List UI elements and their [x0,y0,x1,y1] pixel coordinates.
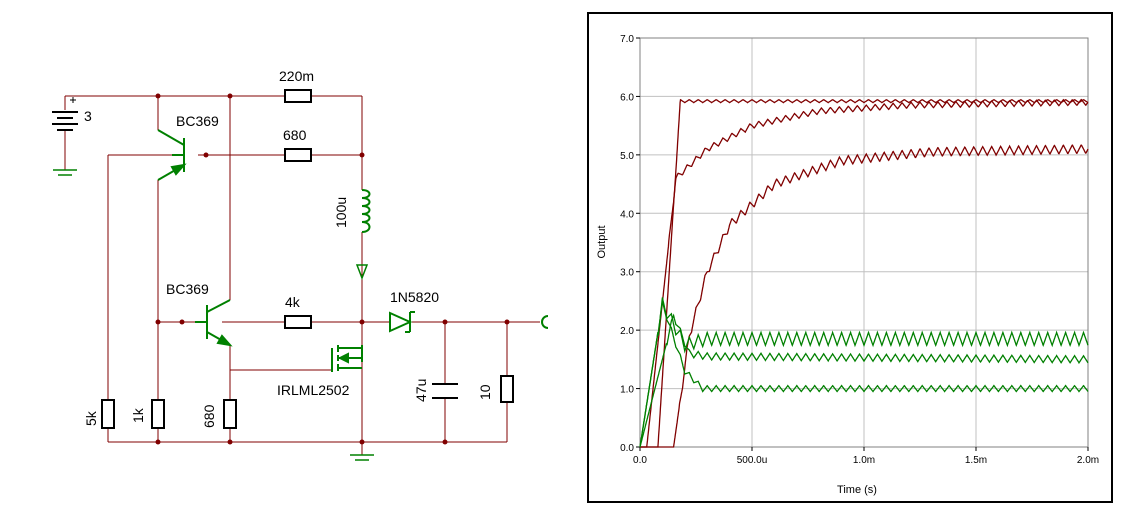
x-axis-label: Time (s) [837,484,877,496]
series-line-green-6 [639,300,1089,448]
y-tick-label: 7.0 [620,34,634,45]
mosfet-label: IRLML2502 [277,382,350,398]
x-tick-label: 1.0m [853,455,875,466]
q2-label: BC369 [166,281,209,297]
resistor-680-top[interactable] [284,148,312,162]
schottky-diode[interactable] [389,311,415,333]
resistor-220m[interactable] [284,89,312,103]
resistor-load-10[interactable] [500,375,514,403]
resistor-5k-label: 5k [83,410,99,426]
transistor-q2[interactable] [195,299,233,347]
transistor-q1[interactable] [157,129,187,181]
resistor-680-bottom-label: 680 [201,404,217,428]
simulation-plot-panel: 0.0 1.0 2.0 3.0 4.0 5.0 6.0 7.0 0.0 500.0u 1.0m 1.… [587,12,1113,503]
y-axis-ticks: 0.0 1.0 2.0 3.0 4.0 5.0 6.0 7.0 [620,34,640,454]
resistor-220m-label: 220m [279,68,314,84]
y-tick-label: 0.0 [620,443,634,454]
capacitor-label: 47u [413,379,429,402]
battery-symbol[interactable] [52,97,78,131]
battery-value: 3 [84,108,92,124]
diode-label: 1N5820 [390,289,439,305]
current-probe-icon [355,264,369,281]
y-tick-label: 3.0 [620,268,634,279]
ground-icon [350,454,374,461]
resistor-1k[interactable] [151,399,165,429]
series-line-red-2 [640,98,1089,448]
ground-icon [53,169,77,176]
capacitor[interactable] [432,383,458,399]
y-axis-label: Output [596,225,608,258]
resistor-680-top-label: 680 [283,127,307,143]
output-terminal-icon [541,315,549,329]
circuit-schematic: 3 BC369 BC369 220m 680 100u 4k 1N5820 [52,68,549,461]
junction-dots [155,93,510,445]
y-tick-label: 6.0 [620,92,634,103]
plot-grid [640,38,1088,447]
wires [64,95,540,455]
resistor-4k[interactable] [284,315,312,329]
resistor-1k-label: 1k [130,407,146,423]
inductor-label: 100u [333,197,349,228]
resistor-10-label: 10 [477,384,493,400]
x-tick-label: 0.0 [633,455,647,466]
mosfet[interactable] [331,345,363,372]
output-vs-time-chart: 0.0 1.0 2.0 3.0 4.0 5.0 6.0 7.0 0.0 500.0u 1.0m 1.… [596,34,1099,496]
x-axis-ticks: 0.0 500.0u 1.0m 1.5m 2.0m [633,447,1099,466]
x-tick-label: 500.0u [737,455,768,466]
x-tick-label: 2.0m [1077,455,1099,466]
inductor[interactable] [361,189,371,233]
series-line-green-4 [639,297,1089,448]
x-tick-label: 1.5m [965,455,987,466]
y-tick-label: 5.0 [620,151,634,162]
resistor-5k[interactable] [101,399,115,429]
q1-label: BC369 [176,113,219,129]
resistor-680-bottom[interactable] [223,399,237,429]
y-tick-label: 4.0 [620,209,634,220]
resistor-4k-label: 4k [285,294,301,310]
y-tick-label: 1.0 [620,385,634,396]
y-tick-label: 2.0 [620,326,634,337]
series-line-green-5 [639,313,1089,448]
waveform-traces [639,98,1089,448]
series-line-red-3 [640,144,1089,448]
